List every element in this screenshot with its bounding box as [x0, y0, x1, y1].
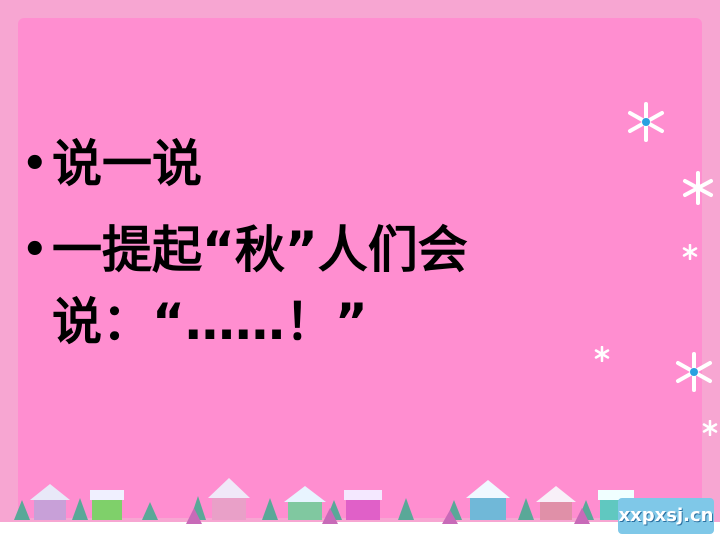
snowflake-icon — [683, 171, 713, 205]
bullet-list: • 说一说 • 一提起“秋”人们会说：“……！” — [22, 128, 612, 372]
bullet-item: • 一提起“秋”人们会说：“……！” — [22, 214, 612, 358]
house-icon — [536, 486, 576, 520]
slide-panel — [18, 18, 702, 518]
bullet-text: 说一说 — [52, 135, 202, 193]
bullet-dot-icon: • — [22, 227, 48, 273]
snowflake-icon — [676, 352, 712, 392]
bullet-item: • 说一说 — [22, 128, 612, 200]
snowflake-icon — [682, 244, 698, 260]
snowflake-icon — [594, 346, 610, 362]
house-icon — [30, 484, 70, 520]
bullet-dot-icon: • — [22, 141, 48, 187]
snowflake-icon — [702, 420, 718, 436]
house-icon — [90, 490, 124, 520]
house-icon — [344, 490, 382, 520]
bullet-text: 一提起“秋”人们会说：“……！” — [52, 221, 468, 351]
winter-village-border — [0, 478, 720, 540]
house-icon — [466, 480, 510, 520]
house-icon — [284, 486, 326, 520]
snowflake-icon — [628, 102, 664, 142]
watermark-logo: xxpxsj.cn — [618, 498, 714, 534]
house-icon — [208, 478, 250, 520]
